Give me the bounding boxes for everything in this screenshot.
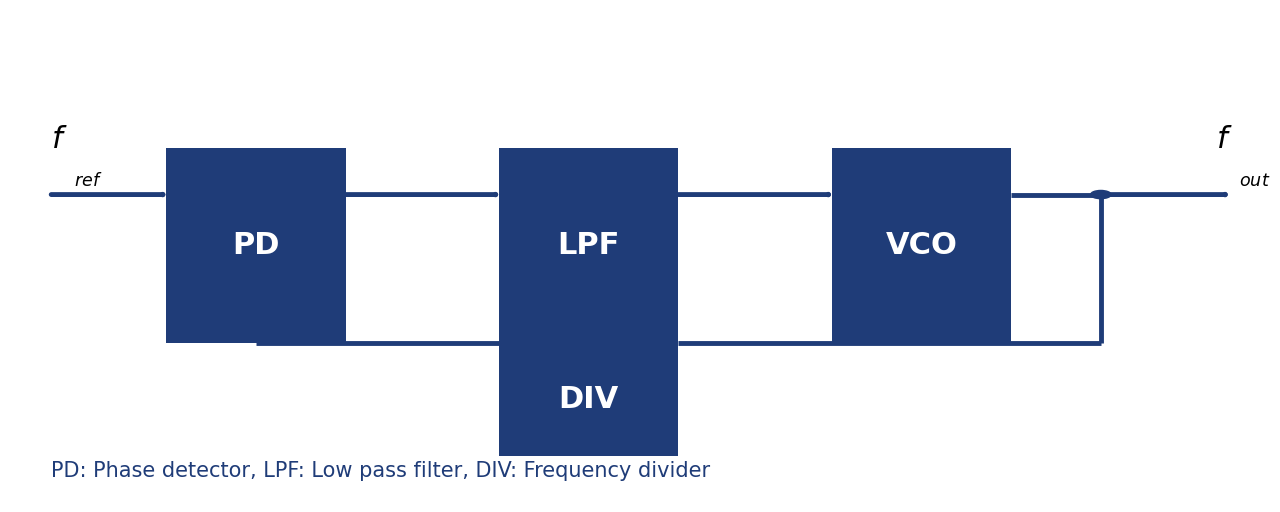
Bar: [832, 148, 1011, 343]
Text: DIV: DIV: [558, 385, 620, 414]
Bar: [499, 148, 678, 343]
Text: $_{out}$: $_{out}$: [1239, 165, 1271, 189]
Text: LPF: LPF: [558, 231, 620, 260]
Bar: [499, 343, 678, 456]
Text: PD: PD: [232, 231, 280, 260]
Text: PD: Phase detector, LPF: Low pass filter, DIV: Frequency divider: PD: Phase detector, LPF: Low pass filter…: [51, 461, 710, 481]
Text: $_{ref}$: $_{ref}$: [74, 165, 102, 189]
Circle shape: [1091, 190, 1111, 199]
Bar: [166, 148, 346, 343]
Text: $f$: $f$: [1216, 124, 1233, 154]
Text: $f$: $f$: [51, 124, 68, 154]
Text: VCO: VCO: [886, 231, 957, 260]
